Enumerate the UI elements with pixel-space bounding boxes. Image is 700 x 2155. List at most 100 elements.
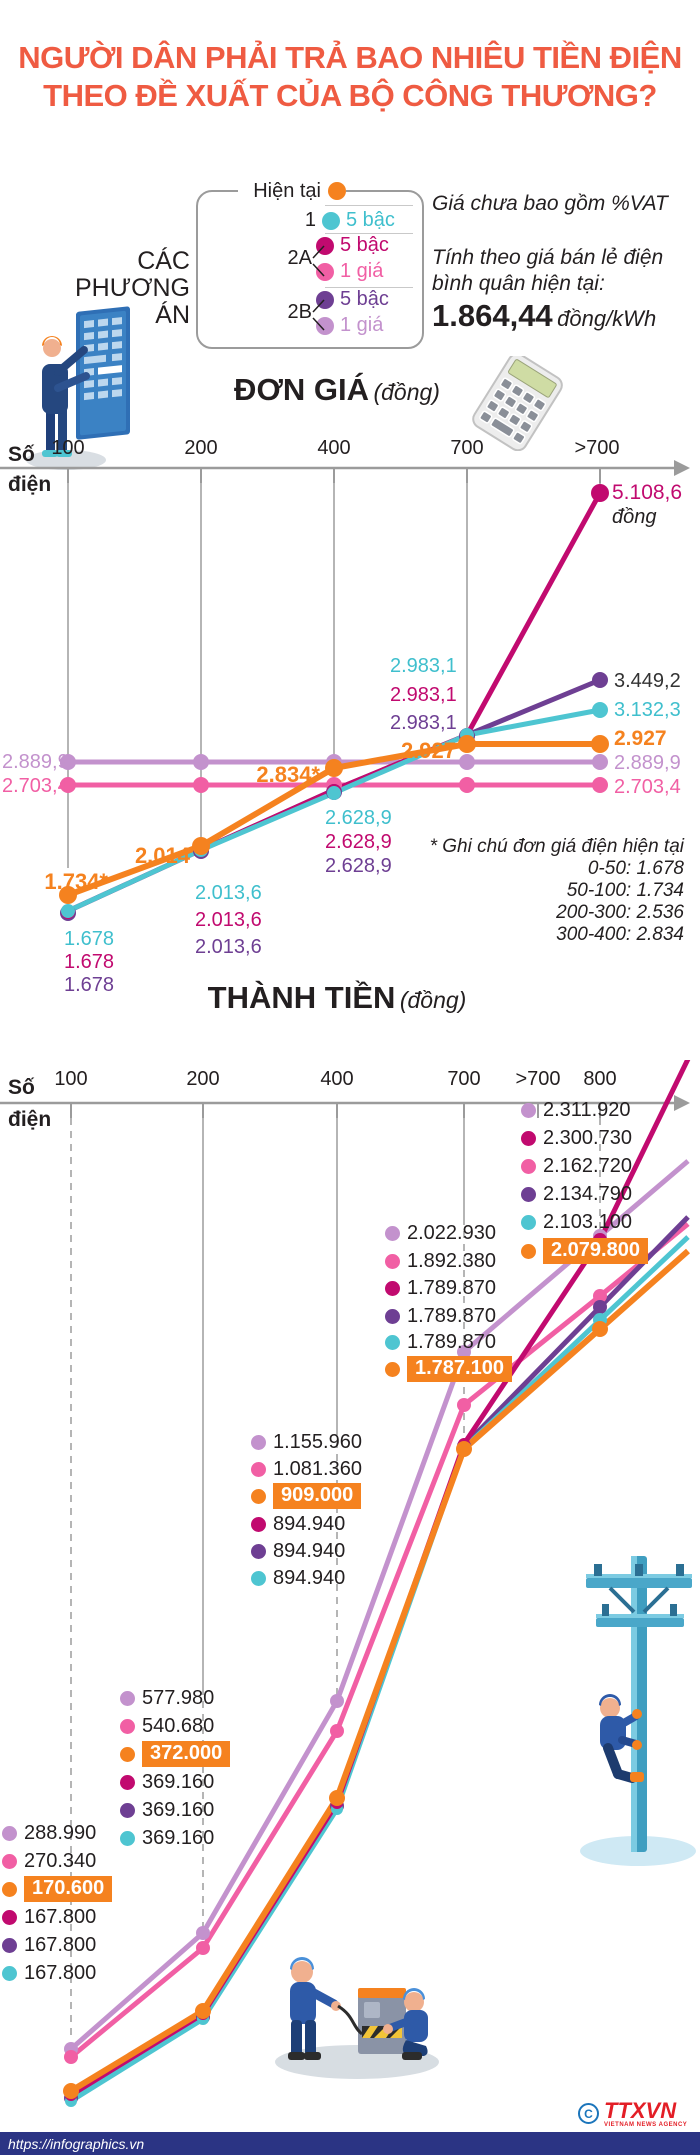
stack800-row: 2.162.720	[521, 1153, 632, 1179]
legend-row-2a-5bac: 5 bậc	[316, 234, 389, 257]
val-2b5bac-over700: 3.449,2	[614, 670, 681, 692]
stack700-row: 1.789.870	[385, 1275, 496, 1301]
series-dot-icon	[521, 1214, 536, 1230]
stack700-row: 1.789.870	[385, 1329, 496, 1355]
chart2-tick-400: 400	[320, 1068, 354, 1090]
val-pa1-200: 2.013,6	[195, 882, 262, 904]
stack100-row: 167.800	[2, 1932, 96, 1958]
val-2a1gia-left: 2.703,4	[2, 775, 69, 797]
chart2-tick-over700: >700	[515, 1068, 561, 1090]
basis-value-row: 1.864,44 đồng/kWh	[432, 298, 656, 334]
panel-worker-illustration	[26, 306, 130, 470]
val-current-400: 2.834*	[256, 762, 320, 787]
basis-unit: đồng/kWh	[557, 306, 657, 331]
stack200-row-highlight: 372.000	[120, 1741, 231, 1767]
calculator-icon	[472, 356, 563, 451]
series-dot-icon	[521, 1186, 536, 1202]
series-dot-icon	[251, 1516, 266, 1532]
chart2-xlabel-line1: Số	[8, 1076, 35, 1099]
series-dot-icon	[385, 1253, 400, 1269]
legend-2b-5bac-label: 5 bậc	[340, 288, 389, 310]
legend-option1-variant: 5 bậc	[346, 209, 395, 231]
series-dot-icon	[251, 1570, 266, 1586]
val-2b5bac-400: 2.628,9	[325, 855, 392, 877]
stack400-row: 1.155.960	[251, 1429, 362, 1455]
val-current-100: 1.734*	[44, 869, 108, 894]
vat-note: Giá chưa bao gồm %VAT	[432, 192, 668, 215]
chart1-xlabel-line2: điện	[8, 473, 52, 496]
basis-line2: bình quân hiện tại:	[432, 272, 605, 295]
legend-2b-name: 2B	[287, 301, 312, 323]
chart2-tick-100: 100	[54, 1068, 88, 1090]
legend-row-2b-5bac: 5 bậc	[316, 288, 389, 311]
val-pa1-100: 1.678	[64, 928, 115, 950]
stack400-row: 894.940	[251, 1565, 345, 1591]
peak-value-label: 5.108,6	[612, 481, 683, 504]
legend-2a-1gia-label: 1 giá	[340, 260, 384, 282]
price-footnote: * Ghi chú đơn giá điện hiện tại 0-50: 1.…	[429, 836, 684, 945]
stack800-row: 2.134.790	[521, 1181, 632, 1207]
footer-url-link[interactable]: https://infographics.vn	[8, 2135, 145, 2152]
legend-2b-1gia-dot-icon	[316, 316, 334, 335]
stack400-row: 894.940	[251, 1511, 345, 1537]
val-2b5bac-200: 2.013,6	[195, 936, 262, 958]
legend-2a-5bac-label: 5 bậc	[340, 234, 389, 256]
series-dot-icon	[385, 1361, 400, 1377]
series-dot-icon	[251, 1434, 266, 1450]
legend-row-2a-1gia: 1 giá	[316, 260, 383, 283]
series-dot-icon	[385, 1280, 400, 1296]
val-2b1gia-left: 2.889,9	[2, 751, 69, 773]
legend-separator	[325, 205, 413, 206]
series-dot-icon	[385, 1334, 400, 1350]
series-dot-icon	[521, 1130, 536, 1146]
stack200-row: 540.680	[120, 1713, 214, 1739]
series-dot-icon	[2, 1881, 17, 1897]
legend-option1-dot-icon	[322, 211, 340, 230]
chart2-plot	[0, 1060, 691, 2107]
page-title-line1: NGƯỜI DÂN PHẢI TRẢ BAO NHIÊU TIỀN ĐIỆN	[18, 40, 682, 75]
chart1-tick-400: 400	[317, 437, 351, 459]
stack800-row-highlight: 2.079.800	[521, 1238, 648, 1264]
legend-row-option1: 1 5 bậc	[282, 209, 395, 232]
series-dot-icon	[120, 1802, 135, 1818]
footer-bar: https://infographics.vn	[0, 2132, 700, 2155]
ttxvn-logo: C TTXVN VIETNAM NEWS AGENCY	[578, 2100, 687, 2128]
chart2-xlabel-line2: điện	[8, 1108, 52, 1131]
val-2a5bac-100: 1.678	[64, 951, 115, 973]
stack200-row: 369.160	[120, 1825, 214, 1851]
val-pa1-400: 2.628,9	[325, 807, 392, 829]
basis-line1: Tính theo giá bán lẻ điện	[432, 246, 664, 269]
copyright-icon: C	[578, 2103, 599, 2124]
series-dot-icon	[251, 1488, 266, 1504]
legend-2a-name: 2A	[287, 247, 312, 269]
chart1-tick-700: 700	[450, 437, 484, 459]
legend-2a-connector	[312, 245, 325, 277]
series-dot-icon	[521, 1158, 536, 1174]
legend-row-current: Hiện tại	[238, 179, 346, 203]
val-current-200: 2.014	[134, 843, 190, 868]
electric-pole-illustration	[580, 1556, 696, 1866]
page-title-line2: THEO ĐỀ XUẤT CỦA BỘ CÔNG THƯƠNG?	[43, 78, 657, 113]
val-current-700: 2.927	[400, 738, 456, 763]
ttxvn-logo-text: TTXVN	[604, 2098, 677, 2123]
chart1-title: ĐƠN GIÁ (đồng)	[234, 372, 440, 407]
stack800-row: 2.300.730	[521, 1125, 632, 1151]
legend-row-2b-1gia: 1 giá	[316, 314, 383, 337]
chart2-tick-200: 200	[186, 1068, 220, 1090]
stack100-row-highlight: 170.600	[2, 1876, 113, 1902]
legend-2b-connector	[312, 299, 325, 331]
ttxvn-logo-subtext: VIETNAM NEWS AGENCY	[604, 2122, 688, 2128]
chart1-xlabel-line1: Số	[8, 443, 35, 466]
chart1-tick-over700: >700	[574, 437, 620, 459]
stack400-row-highlight: 909.000	[251, 1483, 362, 1509]
series-dot-icon	[385, 1308, 400, 1324]
val-2a5bac-200: 2.013,6	[195, 909, 262, 931]
chart2-tick-800: 800	[583, 1068, 617, 1090]
series-dot-icon	[120, 1830, 135, 1846]
series-dot-icon	[521, 1243, 536, 1259]
legend-2a-1gia-dot-icon	[316, 262, 334, 281]
series-dot-icon	[120, 1746, 135, 1762]
legend-separator	[325, 233, 413, 234]
stack100-row: 288.990	[2, 1820, 96, 1846]
